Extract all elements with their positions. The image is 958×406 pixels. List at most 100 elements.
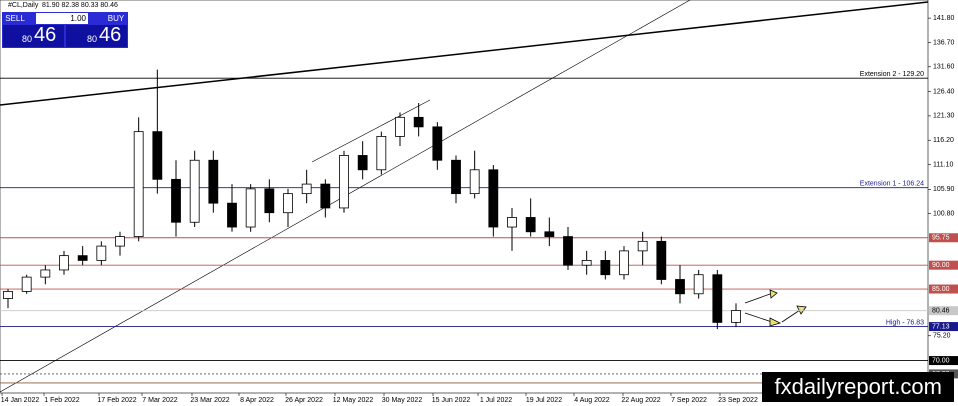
- candle-body: [525, 217, 536, 233]
- candle-body: [115, 236, 125, 247]
- x-tick-label: 12 May 2022: [333, 397, 374, 404]
- candle-body: [171, 178, 181, 223]
- level-tag-label: 85.00: [932, 286, 950, 293]
- candle-body: [563, 236, 573, 266]
- level-tag-label: 80.46: [932, 308, 950, 315]
- candle-body: [59, 255, 69, 271]
- candle-body: [675, 279, 685, 295]
- x-tick-label: 23 Sep 2022: [718, 397, 758, 404]
- candle-body: [3, 291, 13, 299]
- x-tick-label: 1 Jul 2022: [480, 397, 512, 404]
- candle-body: [208, 159, 219, 204]
- candle-body: [395, 116, 405, 137]
- level-text: Extension 1 - 106.24: [860, 181, 924, 188]
- candle-body: [77, 255, 88, 261]
- level-tag-label: 77.13: [932, 323, 950, 330]
- candle-body: [283, 193, 293, 214]
- candle-body: [451, 159, 461, 195]
- level-tag: [929, 322, 958, 332]
- trade-panel: SELL 1.00 BUY 80 46 80 46: [2, 12, 128, 48]
- candle-body: [637, 240, 648, 252]
- x-tick-label: 7 Mar 2022: [142, 397, 178, 404]
- y-tick-label: 75.20: [933, 333, 951, 340]
- candle-body: [544, 231, 555, 237]
- candle-body: [581, 260, 592, 266]
- sell-button[interactable]: SELL: [5, 14, 25, 23]
- candle-body: [21, 276, 32, 292]
- candle-body: [376, 136, 387, 171]
- x-tick-label: 14 Jan 2022: [1, 397, 40, 404]
- x-tick-label: 15 Jun 2022: [432, 397, 471, 404]
- ask-small: 80: [87, 34, 98, 44]
- y-tick-label: 131.60: [933, 64, 955, 71]
- y-tick-label: 105.90: [933, 186, 955, 193]
- candle-body: [301, 183, 312, 195]
- level-tag-label: 90.00: [932, 262, 950, 269]
- candle-body: [712, 274, 723, 323]
- ask-big: 46: [99, 24, 122, 46]
- level-tag-label: 70.00: [932, 357, 950, 364]
- y-tick-label: 141.80: [933, 15, 955, 22]
- x-tick-label: 4 Aug 2022: [574, 397, 610, 404]
- candle-body: [507, 217, 517, 228]
- buy-button[interactable]: BUY: [107, 14, 125, 23]
- arrows: [744, 289, 807, 327]
- candle-body: [152, 131, 163, 180]
- candle-body: [693, 274, 704, 295]
- y-tick-label: 111.10: [933, 161, 953, 168]
- x-tick-label: 23 Mar 2022: [190, 397, 229, 404]
- candle-body: [245, 188, 256, 228]
- candle-body: [432, 126, 443, 161]
- candle-body: [731, 310, 741, 323]
- candle-body: [133, 131, 144, 237]
- quote: 81.90 82.38 80.33 80.46: [42, 2, 118, 9]
- level-tag-label: 95.75: [932, 235, 950, 242]
- lot-input[interactable]: 1.00: [36, 13, 88, 24]
- candle-body: [227, 202, 237, 228]
- y-tick-label: 136.70: [933, 39, 955, 46]
- y-tick-label: 126.40: [933, 88, 955, 95]
- y-tick-label: 116.20: [933, 137, 954, 144]
- candle-body: [357, 155, 368, 171]
- y-tick-label: 100.80: [933, 211, 955, 218]
- level-tag: [929, 356, 958, 366]
- bid-big: 46: [34, 24, 57, 46]
- x-tick-label: 30 May 2022: [382, 397, 423, 404]
- bid-small: 80: [22, 34, 33, 44]
- candle-body: [264, 188, 275, 214]
- watermark: fxdailyreport.com: [762, 372, 954, 402]
- candle-body: [40, 269, 51, 278]
- trend-line: [0, 1, 929, 106]
- level-tag: [929, 260, 958, 270]
- x-tick-label: 17 Feb 2022: [97, 397, 136, 404]
- candle-body: [656, 240, 667, 280]
- level-tag: [929, 306, 958, 316]
- buy-price[interactable]: 80 46: [66, 24, 127, 47]
- candle-body: [413, 116, 424, 128]
- x-tick-label: 26 Apr 2022: [285, 397, 323, 404]
- candle-body: [619, 250, 629, 276]
- candle-body: [600, 260, 611, 276]
- x-tick-label: 7 Sep 2022: [671, 397, 707, 404]
- x-tick-label: 19 Jul 2022: [526, 397, 562, 404]
- candle-body: [96, 245, 107, 261]
- x-tick-label: 1 Feb 2022: [44, 397, 80, 404]
- level-text: Extension 2 - 129.20: [860, 71, 924, 78]
- plot-area: [0, 0, 929, 394]
- candle-body: [469, 169, 480, 195]
- x-tick-label: 22 Aug 2022: [621, 397, 660, 404]
- y-tick-label: 121.30: [933, 113, 955, 120]
- chart-title: #CL,Daily: [8, 2, 39, 9]
- candle-body: [339, 155, 349, 209]
- sell-price[interactable]: 80 46: [3, 24, 64, 47]
- level-text: High - 76.83: [886, 319, 924, 326]
- candle-body: [488, 169, 499, 228]
- level-tag: [929, 233, 958, 243]
- candle-body: [189, 159, 200, 223]
- x-tick-label: 8 Apr 2022: [240, 397, 274, 404]
- level-tag: [929, 284, 958, 294]
- candle-body: [320, 183, 331, 209]
- channel-line: [311, 99, 431, 163]
